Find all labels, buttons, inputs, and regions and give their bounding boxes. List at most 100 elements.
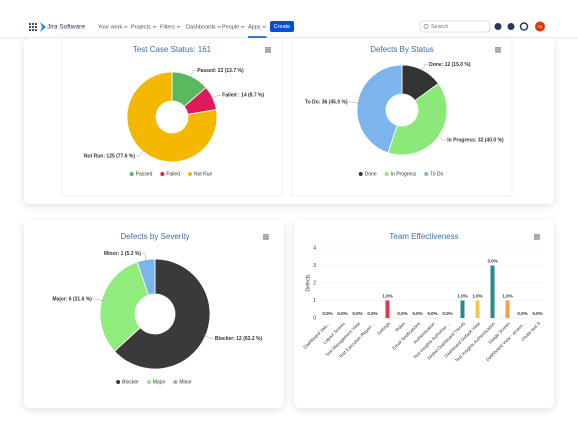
jira-logo[interactable] [40, 22, 46, 32]
chart-menu-icon[interactable] [534, 234, 540, 236]
chart-menu-icon[interactable] [265, 51, 271, 53]
y-axis-label: Defects [305, 274, 311, 291]
legend-label[interactable]: Minor [179, 379, 192, 385]
menu-chevron [152, 25, 157, 28]
nav-menu-item[interactable]: Filters [160, 24, 175, 30]
bar [505, 300, 510, 318]
slice-label: Done: 12 (15.0 %) [429, 62, 471, 68]
slice-label: Blocker: 12 (63.2 %) [215, 336, 263, 342]
pie-slice [126, 71, 218, 163]
avatar-initials[interactable]: TA [538, 24, 543, 29]
bar-value-label: 0.0% [517, 311, 527, 316]
chart-menu-icon[interactable] [495, 47, 501, 49]
label-leader [136, 149, 145, 157]
severity-card [24, 220, 284, 408]
bar-value-label: 1.0% [382, 294, 392, 299]
nav-menu-item[interactable]: People [222, 24, 239, 30]
nav-menu-item[interactable]: Apps [248, 24, 261, 30]
chart-menu-icon[interactable] [265, 47, 271, 49]
pie-slice [387, 82, 448, 156]
slice-label: Minor: 1 (5.3 %) [104, 251, 141, 257]
avatar[interactable] [535, 21, 545, 32]
chart-menu-icon[interactable] [495, 49, 501, 51]
slice-label: In Progress: 32 (40.0 %) [447, 137, 504, 143]
legend-label[interactable]: Not Run [194, 171, 213, 177]
chart-title: Defects by Severity [121, 232, 190, 241]
logo-text[interactable]: Jira Software [47, 24, 85, 31]
chart-menu-icon[interactable] [534, 238, 540, 240]
pie-slice [113, 258, 211, 370]
bar-value-label: 0.0% [442, 311, 452, 316]
legend-marker [384, 172, 389, 176]
bar-value-label: 0.0% [397, 311, 407, 316]
slice-label: To Do: 36 (45.0 %) [305, 99, 348, 105]
label-leader [92, 298, 104, 302]
legend-label[interactable]: Blocker [122, 379, 139, 385]
legend-label[interactable]: Passed [136, 171, 153, 177]
legend-label[interactable]: Major [153, 379, 166, 385]
bar-value-label: 3.0% [487, 259, 497, 264]
slice-label: Major: 6 (31.6 %) [52, 296, 92, 302]
bar [385, 300, 390, 318]
bar [460, 300, 465, 318]
bar-value-label: 0.0% [337, 311, 347, 316]
bar-value-label: 0.0% [352, 311, 362, 316]
y-tick-label: 3 [313, 263, 316, 269]
search-icon [423, 24, 429, 29]
panel [291, 37, 513, 197]
label-leader [348, 101, 360, 104]
search-box[interactable] [419, 20, 491, 33]
y-tick-label: 4 [313, 245, 316, 251]
bar-value-label: 0.0% [427, 311, 437, 316]
slice-label: Passed: 22 (13.7 %) [197, 68, 244, 74]
chart-menu-icon[interactable] [265, 49, 271, 51]
nav-menu-item[interactable]: Dashboards [186, 24, 216, 30]
pie-slice [99, 261, 150, 352]
chart-menu-icon[interactable] [263, 238, 269, 240]
legend-marker [116, 380, 121, 384]
apps-grid-icon[interactable] [29, 23, 37, 31]
label-leader [203, 335, 214, 339]
bar-value-label: 0.0% [532, 311, 542, 316]
menu-chevron [262, 25, 266, 28]
settings-icon[interactable] [519, 22, 529, 31]
y-tick-label: 2 [313, 280, 316, 286]
chart-menu-icon[interactable] [263, 236, 269, 238]
bar-value-label: 1.0% [502, 294, 512, 299]
pie-slice [356, 64, 403, 154]
chart-menu-icon[interactable] [263, 234, 269, 236]
nav-menu-item[interactable]: Projects [131, 24, 151, 30]
menu-chevron [240, 25, 245, 28]
chart-title: Test Case Status: 161 [133, 45, 212, 54]
legend-marker [129, 172, 134, 176]
slice-label: Failed : 14 (8.7 %) [222, 93, 264, 99]
legend-marker [146, 380, 151, 384]
label-leader [436, 135, 447, 141]
legend-label[interactable]: In Progress [391, 171, 417, 177]
menu-chevron [124, 25, 128, 28]
legend-marker [173, 380, 178, 384]
y-tick-label: 0 [313, 315, 316, 321]
nav-menu-item[interactable]: Your work [98, 24, 123, 30]
pie-slice [136, 258, 156, 296]
legend-label[interactable]: To Do [430, 171, 443, 177]
panel [61, 37, 283, 197]
slice-label: Not Run: 125 (77.6 %) [84, 153, 135, 159]
create-label[interactable]: Create [274, 24, 291, 30]
menu-chevron [176, 25, 181, 28]
chart-title: Defects By Status [370, 45, 434, 54]
bar-value-label: 1.0% [457, 294, 467, 299]
search-placeholder[interactable]: Search [431, 24, 448, 30]
chart-menu-icon[interactable] [534, 236, 540, 238]
bar-value-label: 1.0% [472, 294, 482, 299]
notifications-icon[interactable] [494, 23, 502, 30]
label-leader [189, 70, 197, 78]
label-leader [421, 64, 429, 72]
create-button[interactable] [270, 21, 294, 32]
label-leader [141, 253, 147, 262]
chart-menu-icon[interactable] [495, 51, 501, 53]
legend-label[interactable]: Done [365, 171, 377, 177]
help-icon[interactable] [507, 23, 515, 30]
legend-label[interactable]: Failed [166, 171, 180, 177]
effectiveness-card [294, 220, 554, 408]
